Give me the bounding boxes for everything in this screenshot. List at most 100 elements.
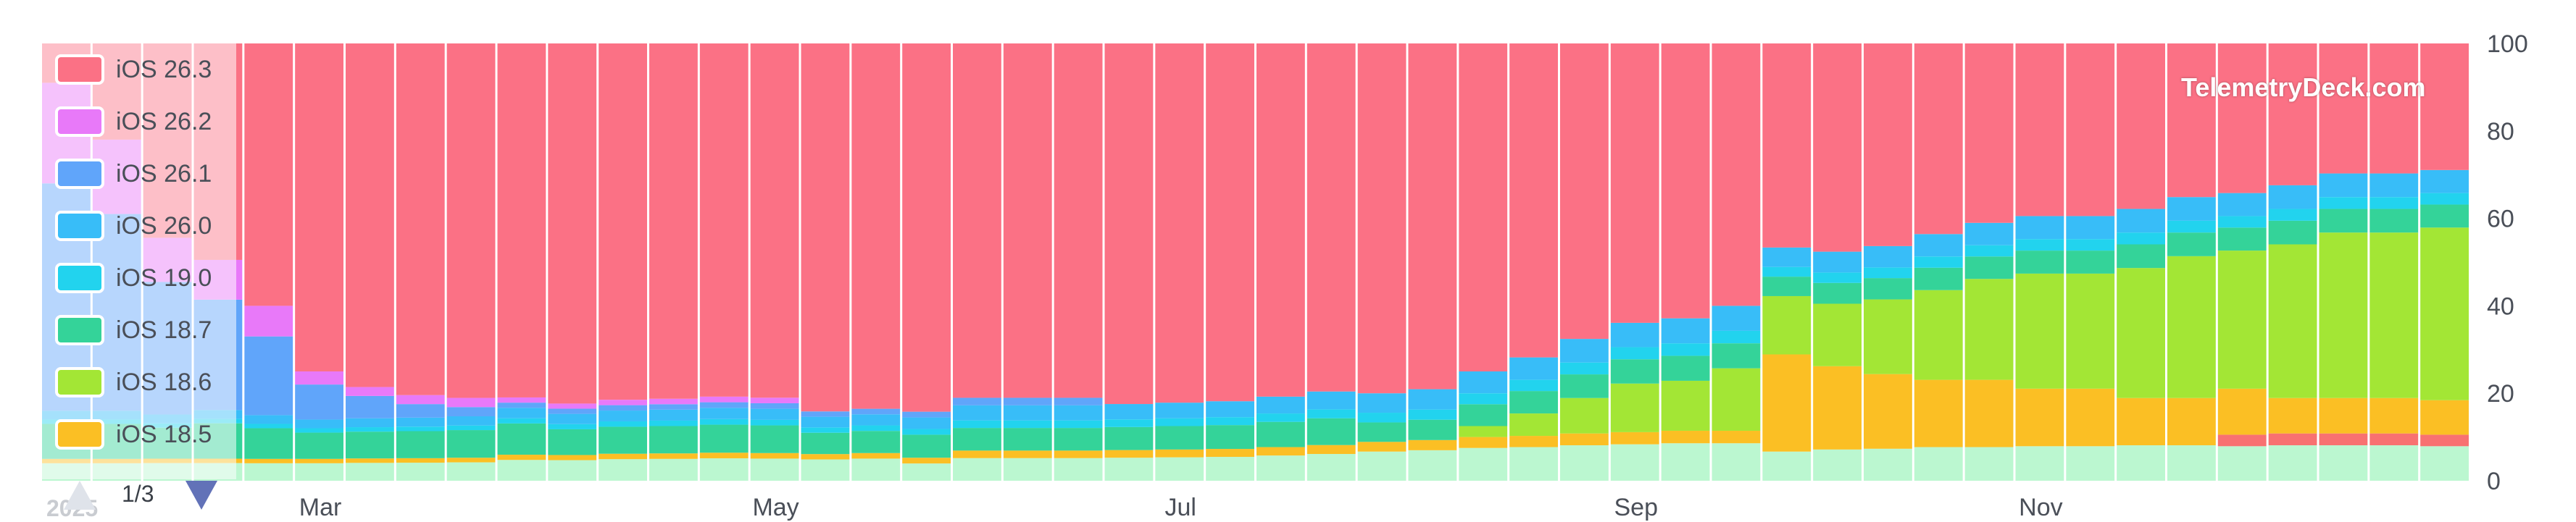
bar-segment[interactable] <box>1712 368 1761 431</box>
bar-segment[interactable] <box>1104 458 1154 481</box>
bar-segment[interactable] <box>2319 445 2368 481</box>
bar-segment[interactable] <box>2117 209 2165 233</box>
bar-segment[interactable] <box>1762 277 1812 296</box>
bar-segment[interactable] <box>699 43 749 397</box>
bar-segment[interactable] <box>1509 391 1558 414</box>
bar-segment[interactable] <box>1459 371 1508 394</box>
bar-segment[interactable] <box>902 429 951 435</box>
bar-segment[interactable] <box>801 427 850 433</box>
bar-segment[interactable] <box>2117 268 2165 398</box>
bar-segment[interactable] <box>1712 430 1761 444</box>
bar-segment[interactable] <box>2369 43 2419 174</box>
bar-segment[interactable] <box>599 405 647 411</box>
bar-segment[interactable] <box>2319 197 2368 209</box>
bar-segment[interactable] <box>346 43 394 387</box>
bar-segment[interactable] <box>2369 433 2419 446</box>
bar-segment[interactable] <box>1964 447 2014 481</box>
bar-segment[interactable] <box>2015 43 2064 216</box>
bar-segment[interactable] <box>2167 197 2216 221</box>
bar-segment[interactable] <box>1813 272 1862 283</box>
bar-segment[interactable] <box>1408 43 1457 390</box>
bar-segment[interactable] <box>1964 279 2014 380</box>
bar-segment[interactable] <box>2066 43 2115 216</box>
bar-segment[interactable] <box>396 417 445 427</box>
bar-segment[interactable] <box>2015 239 2064 251</box>
bar-segment[interactable] <box>2117 397 2165 446</box>
bar-segment[interactable] <box>396 463 445 481</box>
bar-segment[interactable] <box>396 431 445 458</box>
bar-segment[interactable] <box>1206 401 1254 418</box>
bar-segment[interactable] <box>1459 437 1508 448</box>
legend-item[interactable]: iOS 18.5 <box>55 417 212 452</box>
bar-segment[interactable] <box>1661 443 1710 481</box>
bar-segment[interactable] <box>1560 43 1609 340</box>
bar-segment[interactable] <box>346 432 394 459</box>
bar-segment[interactable] <box>2066 239 2115 251</box>
bar-segment[interactable] <box>1661 355 1710 381</box>
bar-segment[interactable] <box>1560 339 1609 363</box>
bar-segment[interactable] <box>1964 256 2014 279</box>
bar-segment[interactable] <box>1054 43 1103 398</box>
bar-segment[interactable] <box>699 402 749 408</box>
bar-segment[interactable] <box>2420 446 2469 481</box>
legend-item[interactable]: iOS 26.3 <box>55 52 212 87</box>
bar-segment[interactable] <box>1661 380 1710 431</box>
bar-segment[interactable] <box>953 450 1001 458</box>
bar-segment[interactable] <box>1306 391 1356 410</box>
legend-item[interactable]: iOS 26.2 <box>55 104 212 139</box>
bar-segment[interactable] <box>953 405 1001 421</box>
bar-segment[interactable] <box>497 408 546 418</box>
bar-segment[interactable] <box>599 400 647 405</box>
bar-segment[interactable] <box>2268 43 2317 185</box>
bar-segment[interactable] <box>396 458 445 463</box>
bar-segment[interactable] <box>1762 266 1812 277</box>
bar-segment[interactable] <box>953 420 1001 429</box>
bar-segment[interactable] <box>1054 428 1103 451</box>
bar-segment[interactable] <box>295 371 343 385</box>
bar-segment[interactable] <box>497 455 546 460</box>
bar-segment[interactable] <box>1509 357 1558 380</box>
bar-segment[interactable] <box>599 43 647 400</box>
bar-segment[interactable] <box>1560 374 1609 398</box>
bar-segment[interactable] <box>1003 43 1052 398</box>
bar-segment[interactable] <box>1661 318 1710 344</box>
bar-segment[interactable] <box>1560 362 1609 375</box>
bar-segment[interactable] <box>599 453 647 460</box>
bar-segment[interactable] <box>1914 290 1963 380</box>
bar-segment[interactable] <box>1054 458 1103 481</box>
bar-segment[interactable] <box>244 428 293 459</box>
bar-segment[interactable] <box>1712 443 1761 481</box>
bar-segment[interactable] <box>1155 43 1204 403</box>
bar-segment[interactable] <box>1306 409 1356 418</box>
bar-segment[interactable] <box>446 462 496 481</box>
bar-segment[interactable] <box>2217 193 2267 216</box>
bar-segment[interactable] <box>1003 428 1052 451</box>
bar-segment[interactable] <box>2268 397 2317 434</box>
bar-segment[interactable] <box>2217 216 2267 228</box>
bar-segment[interactable] <box>1306 445 1356 455</box>
bar-segment[interactable] <box>1104 419 1154 427</box>
bar-segment[interactable] <box>599 421 647 427</box>
bar-segment[interactable] <box>2167 232 2216 256</box>
bar-segment[interactable] <box>1357 413 1406 423</box>
bar-segment[interactable] <box>1712 306 1761 331</box>
bar-segment[interactable] <box>446 430 496 458</box>
bar-segment[interactable] <box>649 420 698 426</box>
bar-segment[interactable] <box>2117 244 2165 269</box>
legend-item[interactable]: iOS 18.6 <box>55 365 212 400</box>
bar-segment[interactable] <box>1054 420 1103 429</box>
bar-segment[interactable] <box>649 453 698 459</box>
bar-segment[interactable] <box>953 428 1001 451</box>
bar-segment[interactable] <box>851 458 901 481</box>
bar-segment[interactable] <box>699 452 749 459</box>
bar-segment[interactable] <box>244 336 293 416</box>
bar-segment[interactable] <box>1762 451 1812 481</box>
bar-segment[interactable] <box>2369 197 2419 209</box>
bar-segment[interactable] <box>2015 388 2064 447</box>
bar-segment[interactable] <box>902 417 951 429</box>
bar-segment[interactable] <box>548 408 597 414</box>
bar-segment[interactable] <box>1560 445 1609 481</box>
bar-segment[interactable] <box>750 419 799 426</box>
bar-segment[interactable] <box>1509 43 1558 358</box>
bar-segment[interactable] <box>1964 43 2014 223</box>
